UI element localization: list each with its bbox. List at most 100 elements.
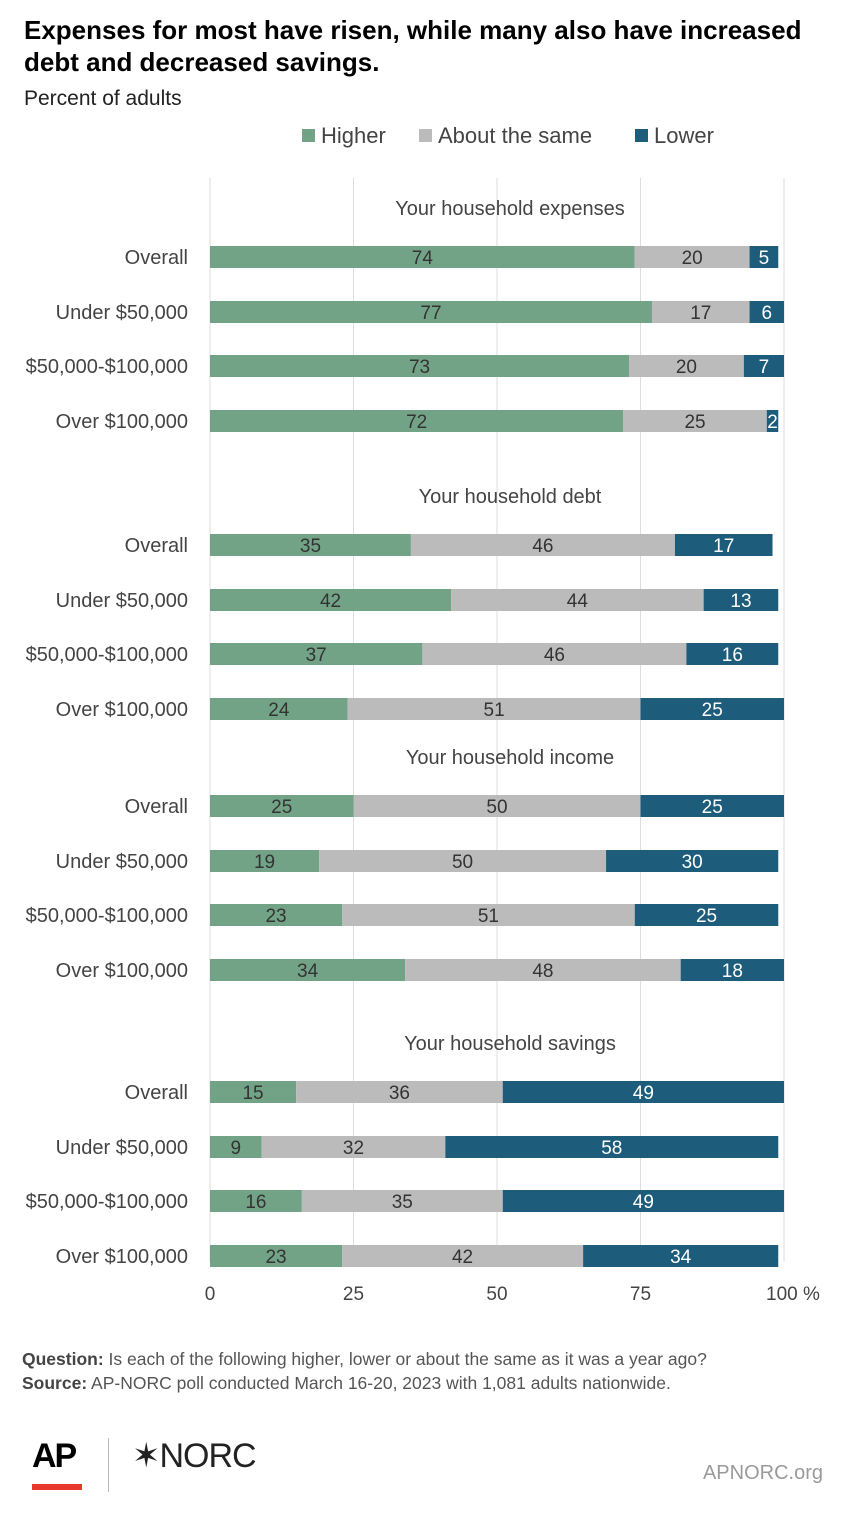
bar-same bbox=[634, 246, 750, 268]
bar-label-lower: 18 bbox=[722, 961, 743, 982]
bar-same bbox=[296, 1081, 503, 1103]
x-tick-label: 0 bbox=[205, 1284, 216, 1305]
bar-label-lower: 5 bbox=[759, 248, 770, 269]
bar-higher bbox=[210, 589, 452, 611]
category-label: Under $50,000 bbox=[56, 590, 188, 612]
bar-label-same: 50 bbox=[452, 852, 473, 873]
x-tick-label: 25 bbox=[343, 1284, 364, 1305]
bar-label-higher: 42 bbox=[320, 591, 341, 612]
bar-lower bbox=[445, 1136, 779, 1158]
footer-url: APNORC.org bbox=[702, 1462, 823, 1484]
bar-higher bbox=[210, 698, 348, 720]
bar-lower bbox=[640, 698, 784, 720]
bar-label-higher: 19 bbox=[254, 852, 275, 873]
bar-label-lower: 13 bbox=[730, 591, 751, 612]
bar-higher bbox=[210, 534, 411, 556]
chart-subtitle: Percent of adults bbox=[24, 87, 182, 110]
bar-lower bbox=[743, 355, 784, 377]
bar-lower bbox=[640, 795, 784, 817]
legend-swatch-0 bbox=[302, 129, 315, 142]
bar-label-higher: 23 bbox=[265, 1247, 286, 1268]
bar-lower bbox=[502, 1081, 784, 1103]
bar-lower bbox=[502, 1190, 784, 1212]
source-label: Source: bbox=[22, 1373, 88, 1393]
bar-same bbox=[342, 904, 635, 926]
question-text: Is each of the following higher, lower o… bbox=[103, 1349, 707, 1369]
legend-swatch-1 bbox=[419, 129, 432, 142]
category-label: Overall bbox=[125, 796, 188, 818]
norc-logo: ✶NORC bbox=[132, 1437, 257, 1475]
bar-label-lower: 25 bbox=[696, 906, 717, 927]
category-label: $50,000-$100,000 bbox=[26, 905, 188, 927]
bar-same bbox=[342, 1245, 584, 1267]
bar-label-lower: 2 bbox=[767, 412, 778, 433]
bar-higher bbox=[210, 1136, 262, 1158]
bar-lower bbox=[703, 589, 779, 611]
footer-source: Source: AP-NORC poll conducted March 16-… bbox=[22, 1373, 671, 1394]
category-label: Under $50,000 bbox=[56, 302, 188, 324]
legend-label-1: About the same bbox=[438, 123, 592, 148]
bar-higher bbox=[210, 355, 630, 377]
bar-label-higher: 16 bbox=[245, 1192, 266, 1213]
bar-label-lower: 17 bbox=[713, 536, 734, 557]
bar-label-higher: 77 bbox=[420, 303, 441, 324]
bar-label-lower: 16 bbox=[722, 645, 743, 666]
bar-label-lower: 25 bbox=[702, 797, 723, 818]
bar-label-higher: 15 bbox=[242, 1083, 263, 1104]
bar-label-same: 25 bbox=[684, 412, 705, 433]
bar-lower bbox=[686, 643, 779, 665]
logo-divider bbox=[108, 1438, 109, 1492]
panel-title-0: Your household expenses bbox=[395, 198, 624, 220]
bar-label-same: 20 bbox=[682, 248, 703, 269]
legend-swatch-2 bbox=[635, 129, 648, 142]
category-label: $50,000-$100,000 bbox=[26, 356, 188, 378]
bar-label-same: 51 bbox=[484, 700, 505, 721]
bar-label-higher: 72 bbox=[406, 412, 427, 433]
bar-higher bbox=[210, 904, 343, 926]
legend-label-2: Lower bbox=[654, 123, 714, 148]
ap-logo: AP bbox=[32, 1437, 77, 1475]
bar-label-same: 50 bbox=[486, 797, 507, 818]
bar-label-same: 46 bbox=[532, 536, 553, 557]
bar-higher bbox=[210, 1081, 297, 1103]
bar-same bbox=[623, 410, 767, 432]
category-label: Over $100,000 bbox=[56, 960, 188, 982]
bar-lower bbox=[680, 959, 784, 981]
question-label: Question: bbox=[22, 1349, 104, 1369]
bar-lower bbox=[766, 410, 779, 432]
bar-label-higher: 23 bbox=[265, 906, 286, 927]
bar-higher bbox=[210, 643, 423, 665]
chart-title: Expenses for most have risen, while many… bbox=[24, 15, 802, 77]
bar-same bbox=[410, 534, 675, 556]
category-label: $50,000-$100,000 bbox=[26, 1191, 188, 1213]
category-label: Over $100,000 bbox=[56, 411, 188, 433]
bar-label-higher: 34 bbox=[297, 961, 319, 982]
bar-lower bbox=[606, 850, 779, 872]
stacked-bar-chart: Higher About the same Lower Your household … bbox=[26, 123, 820, 1305]
bar-lower bbox=[634, 904, 779, 926]
bar-same bbox=[261, 1136, 446, 1158]
panel-title-1: Your household debt bbox=[419, 486, 602, 508]
x-tick-label: 50 bbox=[486, 1284, 507, 1305]
bar-same bbox=[319, 850, 607, 872]
source-text: AP-NORC poll conducted March 16-20, 2023… bbox=[87, 1373, 671, 1393]
bar-label-same: 20 bbox=[676, 357, 697, 378]
bar-label-same: 46 bbox=[544, 645, 565, 666]
bar-label-higher: 35 bbox=[300, 536, 321, 557]
bar-higher bbox=[210, 850, 320, 872]
category-label: Under $50,000 bbox=[56, 851, 188, 873]
bar-label-higher: 24 bbox=[268, 700, 290, 721]
ap-logo-underline bbox=[32, 1484, 82, 1490]
footer-question: Question: Is each of the following highe… bbox=[22, 1349, 707, 1370]
bar-same bbox=[651, 301, 750, 323]
bar-higher bbox=[210, 1190, 302, 1212]
bar-same bbox=[405, 959, 681, 981]
bar-same bbox=[347, 698, 641, 720]
bar-label-same: 48 bbox=[532, 961, 553, 982]
category-label: Overall bbox=[125, 1082, 188, 1104]
bar-lower bbox=[749, 246, 779, 268]
legend-label-0: Higher bbox=[321, 123, 386, 148]
bar-higher bbox=[210, 246, 635, 268]
category-label: Overall bbox=[125, 247, 188, 269]
bar-label-same: 32 bbox=[343, 1138, 364, 1159]
